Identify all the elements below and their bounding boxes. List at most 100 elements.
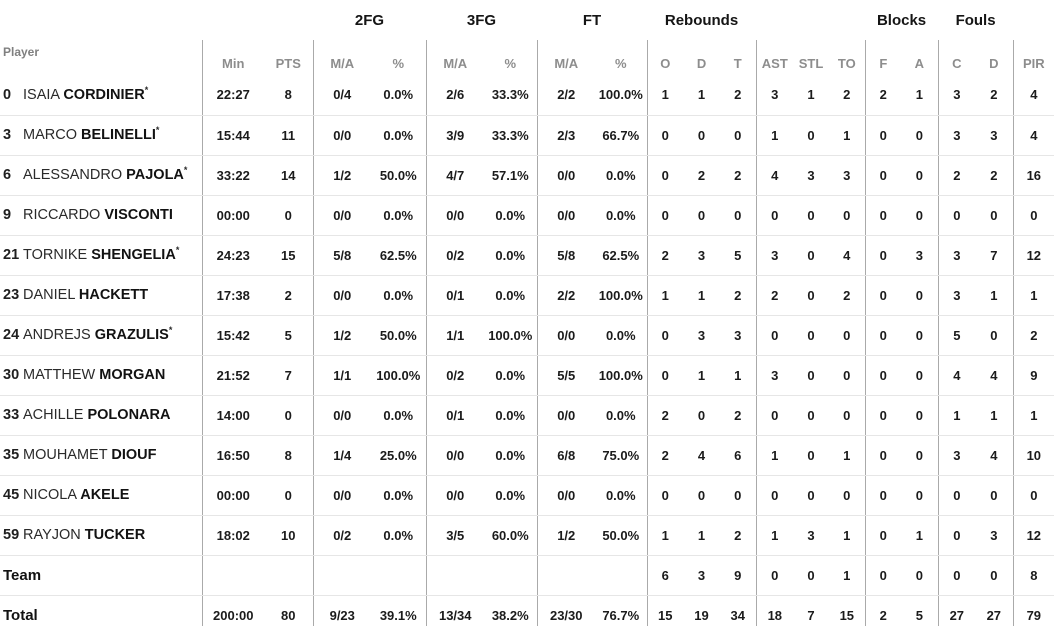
- stat-pts: 10: [264, 515, 313, 556]
- stat-d: 3: [683, 555, 721, 596]
- stat-ast: 3: [755, 75, 794, 116]
- player-last-name: POLONARA: [87, 407, 171, 423]
- group-header-fouls: Fouls: [955, 12, 996, 29]
- player-first-name: RICCARDO: [23, 207, 105, 223]
- stat-d: 19: [683, 595, 721, 626]
- starter-asterisk: *: [183, 165, 188, 176]
- stat-ft_ma: 2/3: [536, 115, 595, 156]
- stat-fg3_pct: 100.0%: [484, 315, 537, 356]
- stat-bf: 0: [864, 115, 902, 156]
- stat-fg2_ma: 1/1: [312, 355, 371, 396]
- stat-t: 0: [720, 115, 757, 156]
- stat-ft_ma: 5/8: [536, 235, 595, 276]
- stat-pts: 80: [264, 595, 313, 626]
- stat-d: 1: [683, 355, 721, 396]
- stat-stl: 0: [793, 555, 830, 596]
- stat-stl: 0: [793, 435, 830, 476]
- stat-to: 1: [829, 555, 866, 596]
- stat-fc: 27: [937, 595, 976, 626]
- stat-d: 0: [683, 115, 721, 156]
- starter-asterisk: *: [155, 125, 160, 136]
- stat-d: 0: [683, 195, 721, 236]
- stat-bf: 0: [864, 355, 902, 396]
- player-row: 0 ISAIA CORDINIER* 22:27 8 0/4 0.0% 2/6 33.3% 2/…: [0, 75, 1054, 116]
- stat-to: 15: [829, 595, 866, 626]
- stat-t: 2: [720, 75, 757, 116]
- stat-o: 0: [646, 355, 684, 396]
- stat-to: 0: [829, 475, 866, 516]
- col-header-reb-o: O: [646, 40, 684, 75]
- stat-to: 0: [829, 195, 866, 236]
- player-last-name: TUCKER: [84, 527, 146, 543]
- player-first-name: MARCO: [23, 127, 81, 143]
- stat-ast: 1: [755, 115, 794, 156]
- stat-bf: 0: [864, 555, 902, 596]
- jersey-number: 30: [3, 367, 20, 383]
- player-last-name: PAJOLA: [126, 167, 184, 183]
- group-header-rebounds: Rebounds: [664, 12, 739, 29]
- player-cell: 35 MOUHAMET DIOUF: [0, 435, 202, 476]
- stat-ft_ma: 6/8: [536, 435, 595, 476]
- total-row: Total 200:00 80 9/23 39.1% 13/34 38.2% 23/30 76.…: [0, 595, 1054, 626]
- stat-o: 6: [646, 555, 684, 596]
- header-spacer: [1013, 0, 1054, 40]
- stats-body: 0 ISAIA CORDINIER* 22:27 8 0/4 0.0% 2/6 33.3% 2/…: [0, 75, 1054, 626]
- col-header-blocks-f: F: [864, 40, 902, 75]
- stat-bf: 0: [864, 315, 902, 356]
- stat-fg3_pct: 0.0%: [484, 355, 537, 396]
- stat-fg3_pct: 57.1%: [484, 155, 537, 196]
- stat-fg2_pct: 0.0%: [371, 475, 426, 516]
- stat-o: 2: [646, 235, 684, 276]
- stat-fg2_ma: 0/4: [312, 75, 371, 116]
- player-cell: 59 RAYJON TUCKER: [0, 515, 202, 556]
- stat-ft_pct: 76.7%: [595, 595, 648, 626]
- player-row: 30 MATTHEW MORGAN 21:52 7 1/1 100.0% 0/2 0.0% 5/…: [0, 355, 1054, 396]
- stat-d: 2: [683, 155, 721, 196]
- jersey-number: 59: [3, 527, 20, 543]
- starter-asterisk: *: [175, 245, 180, 256]
- stat-t: 0: [720, 195, 757, 236]
- col-header-pts: PTS: [275, 56, 301, 71]
- jersey-number: 45: [3, 487, 20, 503]
- stat-stl: 0: [793, 115, 830, 156]
- jersey-number: 35: [3, 447, 20, 463]
- stat-ba: 0: [901, 315, 939, 356]
- stat-fg2_ma: 0/0: [312, 275, 371, 316]
- player-first-name: NICOLA: [23, 487, 81, 503]
- stat-fg2_ma: 1/2: [312, 155, 371, 196]
- player-cell: 6 ALESSANDRO PAJOLA*: [0, 155, 202, 196]
- stat-ba: 0: [901, 475, 939, 516]
- col-header-ast: AST: [755, 40, 794, 75]
- stat-stl: 0: [793, 355, 830, 396]
- player-last-name: MORGAN: [99, 367, 166, 383]
- stat-fg3_pct: 0.0%: [484, 235, 537, 276]
- stat-min: [201, 555, 264, 596]
- stat-t: 2: [720, 275, 757, 316]
- stat-ft_pct: 0.0%: [595, 395, 648, 436]
- stat-min: 15:44: [201, 115, 264, 156]
- stat-min: 15:42: [201, 315, 264, 356]
- col-header-2fg-ma: M/A: [312, 40, 371, 75]
- player-row: 33 ACHILLE POLONARA 14:00 0 0/0 0.0% 0/1 0.0% 0/…: [0, 395, 1054, 436]
- col-header-reb-d: D: [696, 56, 707, 71]
- stat-ft_pct: 100.0%: [595, 275, 648, 316]
- col-header-fouls-d: D: [989, 56, 999, 71]
- player-last-name: DIOUF: [111, 447, 157, 463]
- stat-o: 1: [646, 275, 684, 316]
- stat-fg3_ma: 0/2: [425, 235, 484, 276]
- stat-to: 1: [829, 115, 866, 156]
- stat-min: 17:38: [201, 275, 264, 316]
- stat-fg2_ma: 0/0: [312, 195, 371, 236]
- stat-fg2_pct: 0.0%: [371, 515, 426, 556]
- stat-ast: 18: [755, 595, 794, 626]
- stat-bf: 0: [864, 395, 902, 436]
- stat-pir: 12: [1012, 235, 1054, 276]
- player-last-name: GRAZULIS: [94, 327, 169, 343]
- stat-fg2_pct: [371, 555, 426, 596]
- stat-pir: 8: [1012, 555, 1054, 596]
- player-cell: 0 ISAIA CORDINIER*: [0, 75, 202, 116]
- stat-fg3_ma: 4/7: [425, 155, 484, 196]
- stat-ba: 0: [901, 155, 939, 196]
